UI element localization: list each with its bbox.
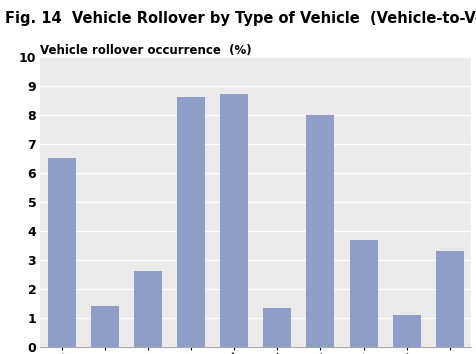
Bar — [436, 251, 464, 347]
Bar — [48, 158, 76, 347]
Bar — [307, 115, 335, 347]
Text: Fig. 14  Vehicle Rollover by Type of Vehicle  (Vehicle-to-Vehicle Accidents): Fig. 14 Vehicle Rollover by Type of Vehi… — [5, 11, 476, 25]
Bar — [349, 240, 377, 347]
Bar — [177, 97, 205, 347]
Bar — [393, 315, 421, 347]
Bar — [91, 306, 119, 347]
Bar — [263, 308, 291, 347]
Text: Vehicle rollover occurrence  (%): Vehicle rollover occurrence (%) — [40, 44, 252, 57]
Bar — [220, 95, 248, 347]
Bar — [134, 272, 162, 347]
